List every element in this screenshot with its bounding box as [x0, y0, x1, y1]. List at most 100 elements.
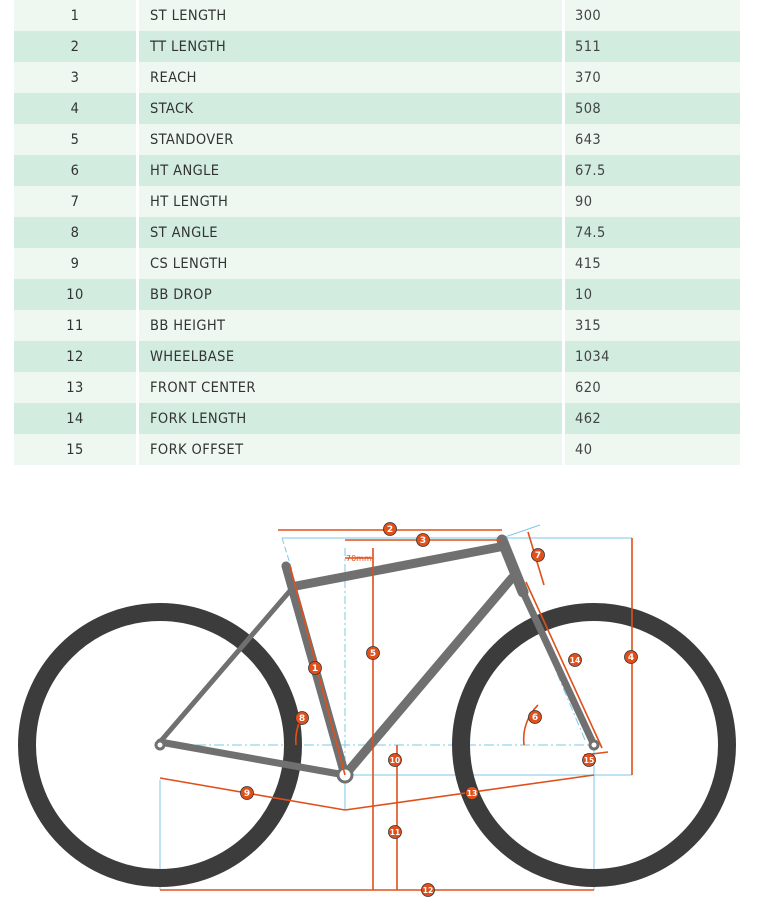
- svg-text:6: 6: [532, 713, 538, 723]
- row-number: 11: [14, 310, 139, 341]
- marker-12: 12: [421, 883, 435, 897]
- row-value: 620: [565, 372, 740, 403]
- row-number: 15: [14, 434, 139, 465]
- marker-10: 10: [388, 753, 402, 767]
- chain-stay: [156, 738, 349, 779]
- row-label: ST LENGTH: [139, 0, 565, 31]
- row-value: 643: [565, 124, 740, 155]
- geometry-table-body: 1 ST LENGTH 300 2 TT LENGTH 511 3 REACH …: [14, 0, 740, 465]
- seat-stay: [157, 582, 298, 745]
- row-value: 462: [565, 403, 740, 434]
- table-row: 15 FORK OFFSET 40: [14, 434, 740, 465]
- table-row: 14 FORK LENGTH 462: [14, 403, 740, 434]
- front-wheel: [452, 603, 736, 887]
- table-row: 10 BB DROP 10: [14, 279, 740, 310]
- row-label: STACK: [139, 93, 565, 124]
- row-value: 511: [565, 31, 740, 62]
- head-tube: [496, 534, 529, 598]
- row-value: 90: [565, 186, 740, 217]
- bike-geometry-diagram: 70mm 1 2 3 4 5 6 7 8 9 10 11 12 13 14 15: [18, 522, 736, 897]
- marker-13: 13: [465, 786, 479, 800]
- marker-14: 14: [568, 653, 582, 667]
- top-tube: [291, 541, 510, 591]
- svg-text:7: 7: [535, 551, 541, 561]
- table-row: 9 CS LENGTH 415: [14, 248, 740, 279]
- row-label: ST ANGLE: [139, 217, 565, 248]
- table-row: 2 TT LENGTH 511: [14, 31, 740, 62]
- row-value: 67.5: [565, 155, 740, 186]
- row-value: 508: [565, 93, 740, 124]
- row-value: 300: [565, 0, 740, 31]
- row-label: BB DROP: [139, 279, 565, 310]
- svg-text:13: 13: [467, 789, 477, 798]
- marker-15: 15: [582, 753, 596, 767]
- row-label: CS LENGTH: [139, 248, 565, 279]
- rear-dropout: [154, 739, 166, 751]
- offset-label: 70mm: [346, 554, 372, 563]
- svg-text:5: 5: [370, 649, 376, 659]
- table-row: 7 HT LENGTH 90: [14, 186, 740, 217]
- marker-4: 4: [624, 650, 638, 664]
- marker-3: 3: [416, 533, 430, 547]
- svg-text:14: 14: [570, 656, 580, 665]
- row-number: 8: [14, 217, 139, 248]
- row-value: 40: [565, 434, 740, 465]
- svg-text:12: 12: [423, 886, 433, 895]
- row-label: BB HEIGHT: [139, 310, 565, 341]
- row-label: FRONT CENTER: [139, 372, 565, 403]
- table-row: 11 BB HEIGHT 315: [14, 310, 740, 341]
- row-number: 7: [14, 186, 139, 217]
- row-number: 4: [14, 93, 139, 124]
- marker-2: 2: [383, 522, 397, 536]
- row-number: 13: [14, 372, 139, 403]
- row-label: HT LENGTH: [139, 186, 565, 217]
- front-dropout: [588, 739, 600, 751]
- svg-text:1: 1: [312, 664, 318, 674]
- geometry-table: 1 ST LENGTH 300 2 TT LENGTH 511 3 REACH …: [14, 0, 740, 465]
- svg-text:10: 10: [390, 756, 400, 765]
- row-number: 2: [14, 31, 139, 62]
- frame: [156, 534, 598, 780]
- table-row: 5 STANDOVER 643: [14, 124, 740, 155]
- row-value: 10: [565, 279, 740, 310]
- construction-guides: [159, 524, 632, 890]
- row-value: 1034: [565, 341, 740, 372]
- row-label: WHEELBASE: [139, 341, 565, 372]
- row-value: 315: [565, 310, 740, 341]
- row-label: STANDOVER: [139, 124, 565, 155]
- dimension-markers: 1 2 3 4 5 6 7 8 9 10 11 12 13 14 15: [240, 522, 638, 897]
- svg-text:2: 2: [387, 525, 393, 535]
- svg-text:9: 9: [244, 789, 250, 799]
- table-row: 1 ST LENGTH 300: [14, 0, 740, 31]
- svg-text:4: 4: [628, 653, 634, 663]
- table-row: 12 WHEELBASE 1034: [14, 341, 740, 372]
- marker-1: 1: [308, 661, 322, 675]
- svg-text:15: 15: [584, 756, 594, 765]
- svg-text:8: 8: [299, 714, 305, 724]
- row-value: 74.5: [565, 217, 740, 248]
- rear-wheel: [18, 603, 302, 887]
- svg-text:11: 11: [390, 828, 400, 837]
- table-row: 13 FRONT CENTER 620: [14, 372, 740, 403]
- fork: [519, 588, 598, 749]
- table-row: 3 REACH 370: [14, 62, 740, 93]
- row-label: HT ANGLE: [139, 155, 565, 186]
- row-label: REACH: [139, 62, 565, 93]
- marker-7: 7: [531, 548, 545, 562]
- table-row: 8 ST ANGLE 74.5: [14, 217, 740, 248]
- row-number: 10: [14, 279, 139, 310]
- row-value: 370: [565, 62, 740, 93]
- row-number: 6: [14, 155, 139, 186]
- svg-text:3: 3: [420, 536, 426, 546]
- table-row: 4 STACK 508: [14, 93, 740, 124]
- row-number: 3: [14, 62, 139, 93]
- marker-9: 9: [240, 786, 254, 800]
- row-label: TT LENGTH: [139, 31, 565, 62]
- row-number: 5: [14, 124, 139, 155]
- row-number: 14: [14, 403, 139, 434]
- marker-11: 11: [388, 825, 402, 839]
- row-number: 12: [14, 341, 139, 372]
- row-label: FORK OFFSET: [139, 434, 565, 465]
- row-value: 415: [565, 248, 740, 279]
- row-number: 9: [14, 248, 139, 279]
